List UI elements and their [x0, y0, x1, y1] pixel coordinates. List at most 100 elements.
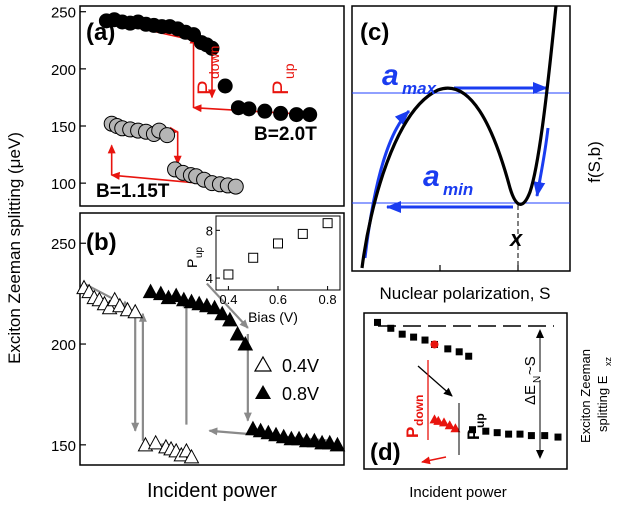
- data-point-0-8v: [214, 305, 231, 321]
- inset-x-tick-label: 0.8: [319, 292, 337, 307]
- y-tick-label: 100: [51, 176, 76, 193]
- panel-c: (c) a max a min x f(S,b) Nuclear polariz…: [351, 5, 604, 303]
- panel-a-y-ticks: 100 150 200 250: [51, 5, 86, 193]
- inset: 0.4 0.6 0.8 4 8 P up Bias (V): [184, 215, 341, 325]
- a-max-sub: max: [402, 79, 438, 98]
- d-black-point: [444, 345, 452, 353]
- legend-b: 0.4V 0.8V: [253, 355, 319, 404]
- y-tick-label: 200: [51, 337, 76, 354]
- inset-ylabel-main: P: [184, 259, 200, 268]
- panel-d-ylabel-line2: splitting E xz: [595, 357, 613, 433]
- d-black-point: [482, 427, 490, 435]
- panel-d-ylabel-line1: Exciton Zeeman: [578, 349, 593, 443]
- d-black-point: [410, 333, 418, 341]
- label-b-115T: B=1.15T: [96, 181, 170, 202]
- potential-curve: [360, 5, 558, 269]
- d-ylabel-sub: xz: [603, 357, 613, 367]
- data-point-0-8v: [237, 335, 254, 351]
- data-point-b2t: [217, 78, 233, 94]
- inset-data-point: [273, 238, 283, 249]
- label-b-2T: B=2.0T: [254, 124, 317, 145]
- a-min-sub: min: [443, 180, 473, 199]
- panel-b-points: [76, 279, 346, 464]
- label-p-down: P down: [193, 46, 222, 95]
- d-red-arrow: [421, 456, 447, 465]
- p-down-main: P: [193, 80, 218, 95]
- panel-c-xlabel: Nuclear polarization, S: [379, 284, 550, 303]
- y-tick-label: 150: [51, 119, 76, 136]
- y-tick-label: 250: [51, 236, 76, 253]
- inset-y-tick-label: 4: [206, 271, 213, 286]
- d-black-point: [398, 330, 406, 338]
- panel-d-label: (d): [370, 439, 401, 466]
- panel-c-label: (c): [360, 19, 389, 46]
- d-red-point: [439, 417, 449, 427]
- panel-d-frame: [363, 312, 568, 470]
- d-black-point: [387, 324, 395, 332]
- data-point-b2t: [302, 107, 318, 123]
- data-point-0-8v: [168, 287, 184, 303]
- d-black-point: [374, 318, 381, 326]
- data-point-0-8v: [222, 311, 238, 327]
- p-up-main: P: [268, 80, 293, 95]
- panel-c-frame: [351, 5, 571, 272]
- d-red-point: [450, 423, 461, 433]
- p-up-sub: up: [281, 63, 297, 79]
- a-min-main: a: [423, 160, 440, 193]
- delta-e-main: ΔE: [522, 385, 539, 405]
- y-tick-label: 200: [51, 62, 76, 79]
- d-black-point: [541, 432, 549, 440]
- inset-y-tick-label: 8: [206, 223, 213, 238]
- data-point-b2t: [204, 40, 220, 56]
- d-black-point: [554, 433, 562, 441]
- inset-x-label: Bias (V): [248, 309, 298, 325]
- delta-e-label: ΔE N ~S: [522, 356, 543, 405]
- data-point-0-4v: [147, 434, 164, 450]
- d-p-down-label: P down: [403, 395, 426, 438]
- d-p-down-main: P: [403, 427, 422, 438]
- d-red-point: [444, 420, 455, 430]
- panel-b-label: (b): [86, 229, 117, 256]
- inset-y-label: P up: [184, 246, 205, 268]
- legend-filled-triangle: [255, 385, 271, 399]
- data-point-b2t: [241, 101, 257, 117]
- d-black-point: [516, 430, 524, 438]
- inset-ticks: 0.4 0.6 0.8 4 8: [206, 223, 337, 307]
- data-point-b115t: [159, 127, 176, 144]
- d-black-point: [455, 348, 463, 356]
- y-axis-label: Exciton Zeeman splitting (μeV): [5, 132, 24, 364]
- hysteresis-arrow: [206, 282, 249, 329]
- inset-ylabel-sub: up: [194, 246, 205, 258]
- data-point-b2t: [257, 103, 273, 119]
- panel-b-frame: [79, 212, 345, 466]
- curve-blue-left: [363, 109, 411, 259]
- panel-b-y-ticks: 150 200 250: [51, 236, 86, 455]
- delta-e-sub: N: [532, 376, 543, 383]
- inset-points: [223, 218, 333, 280]
- inset-data-point: [223, 269, 234, 280]
- inset-data-point: [322, 218, 333, 229]
- label-p-up: P up: [268, 63, 297, 95]
- inset-frame: [215, 215, 341, 291]
- data-point-b115t: [227, 178, 244, 195]
- d-red-point: [433, 415, 444, 425]
- data-point-0-8v: [229, 325, 246, 341]
- d-p-up-label: P up: [464, 413, 487, 440]
- d-black-point: [469, 426, 476, 434]
- y-tick-label: 150: [51, 438, 76, 455]
- curve-blue-right: [533, 127, 550, 197]
- p-down-sub: down: [206, 46, 222, 79]
- panel-c-ticks: [439, 265, 519, 271]
- panel-d: (d) P down P up ΔE N ~S Exciton Zeeman s…: [363, 312, 613, 501]
- legend-0-4v: 0.4V: [282, 356, 319, 376]
- legend-open-triangle: [253, 355, 273, 372]
- inset-data-point: [297, 228, 308, 239]
- panel-a-points: [98, 12, 318, 195]
- d-red-highlight: [430, 340, 439, 349]
- legend-0-8v: 0.8V: [282, 384, 319, 404]
- delta-e-rest: ~S: [522, 356, 539, 375]
- d-black-point: [421, 336, 429, 344]
- inset-x-tick-label: 0.4: [219, 292, 237, 307]
